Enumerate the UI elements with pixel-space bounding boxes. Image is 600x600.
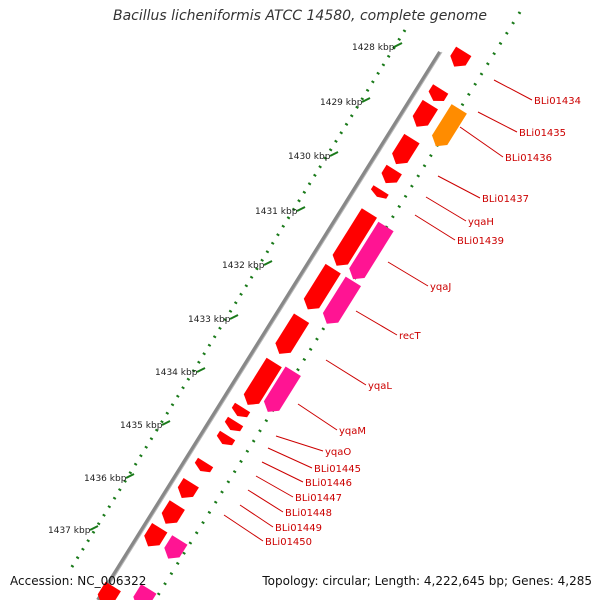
gene-arrow[interactable] (194, 457, 214, 473)
kbp-label: 1435 kbp (120, 421, 163, 431)
kbp-label: 1432 kbp (222, 261, 265, 271)
gene-arrow[interactable] (428, 84, 449, 101)
gene-label[interactable]: BLi01437 (482, 194, 529, 205)
gene-arrow[interactable] (133, 584, 157, 600)
gene-label[interactable]: BLi01439 (457, 236, 504, 247)
gene-label-texts: BLi01434 BLi01435 BLi01436 BLi01437 yqaH BLi0… (265, 96, 581, 548)
leader-line (437, 175, 481, 199)
gene-features (97, 46, 472, 600)
gene-arrow[interactable] (349, 221, 394, 280)
kbp-tick (125, 473, 135, 479)
gene-label[interactable]: yqaJ (430, 282, 451, 293)
kbp-label: 1429 kbp (320, 98, 363, 108)
gene-arrow[interactable] (412, 99, 438, 127)
gene-label[interactable]: BLi01447 (295, 493, 342, 504)
kbp-tick (393, 42, 403, 48)
accession-text: Accession: NC_006322 (10, 574, 147, 588)
gene-arrow[interactable] (97, 581, 121, 600)
map-title: Bacillus licheniformis ATCC 14580, compl… (113, 8, 487, 24)
leader-line (493, 79, 533, 101)
kbp-tick (329, 151, 339, 157)
gene-arrow[interactable] (177, 478, 199, 498)
kbp-tick (229, 314, 239, 320)
gene-arrow[interactable] (216, 430, 236, 446)
leader-line (355, 310, 398, 336)
gene-label[interactable]: BLi01449 (275, 523, 322, 534)
leader-line (223, 514, 264, 542)
topology-text: Topology: circular; Length: 4,222,645 bp… (262, 574, 592, 588)
gene-label[interactable]: BLi01436 (505, 153, 552, 164)
leader-line (275, 435, 324, 452)
kbp-tick-labels: 1428 kbp 1429 kbp 1430 kbp 1431 kbp 1432 kbp… (48, 42, 403, 536)
leader-line (325, 359, 367, 386)
leader-line (425, 196, 467, 222)
leader-line (387, 261, 429, 287)
gene-arrow[interactable] (392, 133, 420, 165)
kbp-tick (296, 206, 306, 212)
leader-line (459, 126, 504, 158)
kbp-label: 1436 kbp (84, 474, 127, 484)
gene-arrow[interactable] (224, 416, 244, 432)
gene-label[interactable]: BLi01446 (305, 478, 352, 489)
leader-line (477, 111, 518, 133)
gene-label[interactable]: BLi01434 (534, 96, 581, 107)
kbp-tick (263, 260, 273, 266)
gene-arrow[interactable] (263, 366, 301, 412)
leader-line (239, 504, 274, 528)
gene-label-leaders (223, 79, 533, 542)
gene-label[interactable]: yqaL (368, 381, 392, 392)
gene-arrow[interactable] (144, 523, 168, 547)
gene-label[interactable]: recT (399, 331, 422, 342)
kbp-label: 1428 kbp (352, 43, 395, 53)
gene-arrow[interactable] (370, 185, 389, 199)
gene-arrow[interactable] (432, 104, 467, 147)
gene-label[interactable]: yqaM (339, 426, 366, 437)
leader-line (247, 489, 284, 513)
inner-scale-dots (153, 11, 522, 600)
gene-arrow[interactable] (164, 535, 188, 559)
leader-line (261, 461, 304, 483)
kbp-label: 1431 kbp (255, 207, 298, 217)
gene-label[interactable]: BLi01450 (265, 537, 312, 548)
kbp-tick (361, 97, 371, 103)
outer-scale-dots (68, 29, 407, 571)
leader-line (255, 475, 294, 498)
gene-label[interactable]: BLi01445 (314, 464, 361, 475)
kbp-label: 1430 kbp (288, 152, 331, 162)
gene-arrow[interactable] (275, 313, 310, 354)
gene-label[interactable]: yqaH (468, 217, 494, 228)
leader-line (297, 403, 338, 431)
kbp-tick (89, 525, 99, 531)
gene-arrow[interactable] (231, 402, 251, 418)
genome-backbone-highlight (99, 51, 443, 600)
gene-arrow[interactable] (381, 164, 402, 184)
gene-arrow[interactable] (243, 357, 282, 405)
kbp-label: 1437 kbp (48, 526, 91, 536)
gene-label[interactable]: yqaO (325, 447, 351, 458)
leader-line (267, 447, 313, 469)
genome-backbone (96, 50, 442, 600)
gene-label[interactable]: BLi01448 (285, 508, 332, 519)
gene-label[interactable]: BLi01435 (519, 128, 566, 139)
kbp-tick (161, 420, 171, 426)
kbp-label: 1434 kbp (155, 368, 198, 378)
kbp-label: 1433 kbp (188, 315, 231, 325)
gene-arrow[interactable] (450, 46, 472, 67)
gene-arrow[interactable] (161, 500, 185, 524)
gene-arrow[interactable] (322, 276, 361, 324)
leader-line (414, 214, 456, 241)
kbp-tick (196, 367, 206, 373)
gene-arrow[interactable] (332, 208, 377, 266)
gene-arrow[interactable] (303, 263, 341, 310)
